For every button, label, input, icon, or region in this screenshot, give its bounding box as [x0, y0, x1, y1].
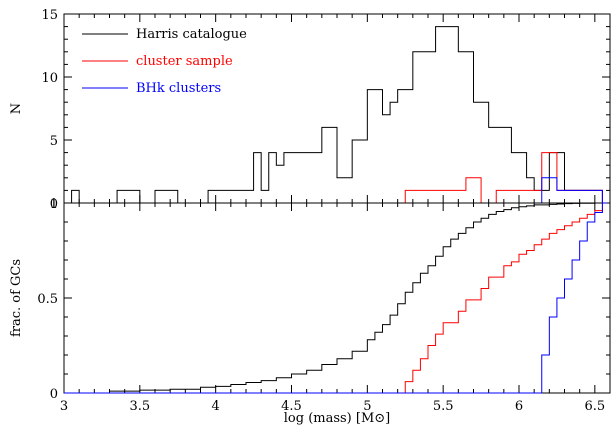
bottom-y-tick-label: 0: [50, 387, 58, 402]
legend-label: Harris catalogue: [136, 27, 247, 42]
histogram-cluster-sample: [404, 152, 603, 204]
top-y-tick-label: 0: [50, 197, 58, 212]
x-axis-label: log (mass) [M⊙]: [284, 411, 390, 426]
x-tick-label: 4: [212, 399, 220, 414]
bottom-panel-cumulative: 3 3.5 4 4.5 5 5.5 6 6.5 log (mass) [M⊙] 0 0.5 1 frac…: [9, 197, 611, 426]
cumulative-bhk-clusters: [64, 202, 607, 394]
bottom-y-axis-label: frac. of GCs: [9, 259, 24, 337]
bottom-y-tick-label: 0.5: [37, 292, 58, 307]
x-tick-label: 4.5: [281, 399, 302, 414]
x-tick-label: 5: [363, 399, 371, 414]
top-panel-histogram: 0 5 10 15 N Harris catalogue cluster sample BHk…: [9, 8, 611, 212]
legend-label: cluster sample: [136, 54, 233, 69]
top-y-tick-label: 10: [41, 71, 58, 86]
legend-label: BHk clusters: [136, 81, 221, 96]
top-y-tick-label: 5: [50, 134, 58, 149]
top-y-axis-label: N: [9, 103, 24, 114]
cumulative-cluster-sample: [64, 202, 607, 394]
bottom-y-tick-label: 1: [50, 197, 58, 212]
x-tick-label: 6.5: [584, 399, 605, 414]
x-tick-label: 3: [60, 399, 68, 414]
histogram-harris-catalogue: [64, 26, 603, 204]
x-tick-label: 3.5: [129, 399, 150, 414]
top-y-tick-label: 15: [41, 8, 58, 23]
histogram-bhk-clusters: [541, 177, 603, 203]
x-tick-label: 5.5: [433, 399, 454, 414]
x-tick-label: 6: [515, 399, 523, 414]
cumulative-harris-catalogue: [64, 202, 607, 394]
